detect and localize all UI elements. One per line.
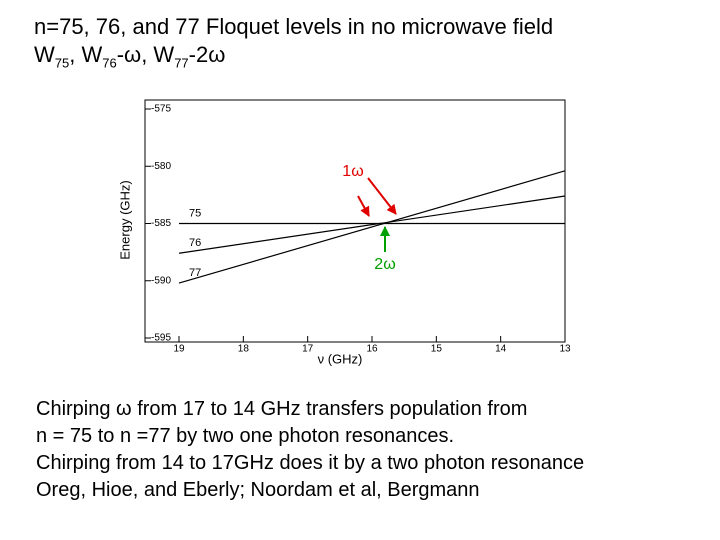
body-line: n = 75 to n =77 by two one photon resona… [36,425,455,447]
x-axis-label: ν (GHz) [318,351,363,366]
plot-frame [144,99,566,343]
subtitle-part: , W [69,42,103,67]
x-tick-label: 14 [495,344,507,355]
arrow [367,177,397,215]
subscript: 76 [102,55,117,71]
series-label: 76 [189,237,201,249]
series-line [178,195,566,254]
x-tick-label: 17 [302,344,314,355]
slide-title: n=75, 76, and 77 Floquet levels in no mi… [34,14,554,39]
x-tick-label: 15 [431,344,443,355]
series-label: 75 [189,207,201,219]
x-tick-label: 18 [238,344,250,355]
annotation: 1ω [342,163,363,180]
body-text: Chirping ω from 17 to 14 GHz transfers p… [36,396,584,504]
arrow [357,195,370,217]
x-tick-label: 19 [173,344,185,355]
subtitle-part: -2ω [188,42,226,67]
chart: Energy (GHz) ν (GHz) -575 -580 -585 -590 -59… [117,99,571,366]
subscript: 75 [54,55,70,71]
subtitle-part: -ω, W [116,42,175,67]
body-line: Chirping ω from 17 to 14 GHz transfers p… [36,398,528,420]
series-line [178,170,566,284]
slide-subtitle: W75, W76-ω, W77-2ω [34,42,225,70]
y-axis-label: Energy (GHz) [117,180,132,259]
y-tick-label: -580 [151,161,171,172]
annotation: 2ω [374,256,395,273]
series-label: 77 [189,267,201,279]
y-tick-label: -575 [151,104,171,115]
y-tick-label: -585 [151,218,171,229]
subtitle-part: W [34,42,55,67]
body-line: Chirping from 14 to 17GHz does it by a t… [36,452,585,474]
y-tick-label: -595 [151,333,171,344]
y-tick-label: -590 [151,275,171,286]
x-tick-label: 16 [366,344,378,355]
body-line: Oreg, Hioe, and Eberly; Noordam et al, B… [36,479,480,501]
x-tick-label: 13 [559,344,571,355]
subscript: 77 [174,55,189,71]
